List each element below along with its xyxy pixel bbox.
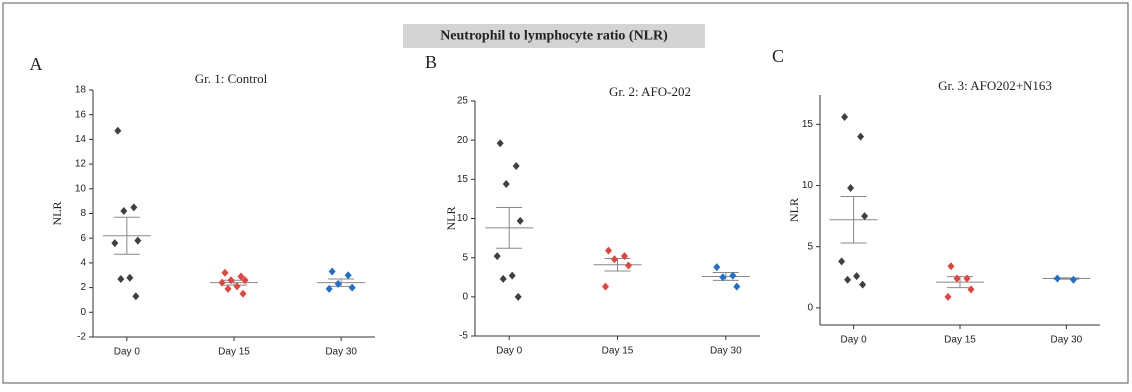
data-point xyxy=(514,292,522,301)
data-point xyxy=(224,284,232,293)
data-point xyxy=(493,252,501,261)
data-point xyxy=(516,216,524,225)
x-tick-label: Day 30 xyxy=(1051,335,1083,346)
y-tick-label: 6 xyxy=(80,233,86,244)
chart-title: Gr. 3: AFO202+N163 xyxy=(938,78,1052,93)
data-point xyxy=(496,139,504,148)
data-point xyxy=(853,272,861,281)
y-tick-label: 0 xyxy=(80,307,86,318)
data-point xyxy=(325,284,333,293)
y-axis-label: NLR xyxy=(787,198,801,222)
chart-title: Gr. 1: Control xyxy=(195,71,268,86)
data-point xyxy=(237,272,245,281)
data-point xyxy=(241,276,249,285)
x-tick-label: Day 30 xyxy=(710,346,742,357)
y-tick-label: -5 xyxy=(459,331,468,342)
y-axis-label: NLR xyxy=(444,207,458,231)
data-point xyxy=(233,282,241,291)
data-point xyxy=(857,132,865,141)
data-point xyxy=(348,283,356,292)
panel-label: C xyxy=(772,46,784,66)
data-point xyxy=(847,183,855,192)
y-tick-label: 18 xyxy=(75,85,87,96)
y-tick-label: 2 xyxy=(80,282,86,293)
data-point xyxy=(1053,274,1061,283)
data-point xyxy=(130,203,138,212)
y-tick-label: 15 xyxy=(457,174,469,185)
y-tick-label: 5 xyxy=(807,241,813,252)
y-tick-label: 10 xyxy=(457,213,469,224)
x-tick-label: Day 0 xyxy=(496,346,523,357)
figure-border xyxy=(2,2,1129,384)
y-tick-label: 8 xyxy=(80,208,86,219)
data-point xyxy=(621,252,628,261)
data-point xyxy=(334,279,342,288)
data-point xyxy=(605,246,612,255)
data-point xyxy=(132,292,140,301)
data-point xyxy=(512,162,520,171)
data-point xyxy=(126,273,134,282)
y-tick-label: 15 xyxy=(802,119,814,130)
panel-label: A xyxy=(30,54,43,74)
panel-label: B xyxy=(425,52,437,72)
y-tick-label: 0 xyxy=(807,303,813,314)
data-point xyxy=(117,274,125,283)
data-point xyxy=(611,255,618,264)
data-point xyxy=(625,261,632,270)
data-point xyxy=(227,276,235,285)
data-point xyxy=(838,257,846,266)
data-point xyxy=(344,271,352,280)
data-point xyxy=(719,273,727,282)
data-point xyxy=(111,239,119,248)
data-point xyxy=(221,268,229,277)
x-tick-label: Day 30 xyxy=(325,347,357,358)
data-point xyxy=(953,274,961,283)
y-tick-label: 25 xyxy=(457,96,469,107)
data-point xyxy=(602,282,609,291)
chart-title: Gr. 2: AFO-202 xyxy=(609,84,691,99)
x-tick-label: Day 0 xyxy=(114,347,141,358)
y-tick-label: 14 xyxy=(75,134,87,145)
y-tick-label: 10 xyxy=(802,180,814,191)
data-point xyxy=(713,263,721,272)
y-axis-label: NLR xyxy=(50,202,64,226)
data-point xyxy=(841,113,849,122)
data-point xyxy=(114,126,122,135)
data-point xyxy=(239,289,247,298)
y-tick-label: 12 xyxy=(75,159,87,170)
data-point xyxy=(502,180,510,189)
data-point xyxy=(134,236,142,245)
data-point xyxy=(859,280,867,289)
data-point xyxy=(499,274,507,283)
data-point xyxy=(733,282,741,291)
data-point xyxy=(218,278,226,287)
header-box xyxy=(403,24,705,48)
x-tick-label: Day 0 xyxy=(841,335,868,346)
x-tick-label: Day 15 xyxy=(944,335,976,346)
data-point xyxy=(1069,275,1077,284)
y-tick-label: -2 xyxy=(77,332,86,343)
y-tick-label: 20 xyxy=(457,135,469,146)
x-tick-label: Day 15 xyxy=(602,346,634,357)
y-tick-label: 5 xyxy=(462,252,468,263)
header-title: Neutrophil to lymphocyte ratio (NLR) xyxy=(440,29,668,44)
data-point xyxy=(729,271,737,280)
y-tick-label: 16 xyxy=(75,109,87,120)
y-tick-label: 4 xyxy=(80,258,86,269)
x-tick-label: Day 15 xyxy=(218,347,250,358)
y-tick-label: 0 xyxy=(462,291,468,302)
data-point xyxy=(963,274,971,283)
data-point xyxy=(967,285,975,294)
y-tick-label: 10 xyxy=(75,183,87,194)
data-point xyxy=(947,262,955,271)
data-point xyxy=(861,212,869,221)
data-point xyxy=(328,267,336,276)
data-point xyxy=(120,207,128,216)
data-point xyxy=(508,271,516,280)
data-point xyxy=(844,275,852,284)
data-point xyxy=(944,292,952,301)
